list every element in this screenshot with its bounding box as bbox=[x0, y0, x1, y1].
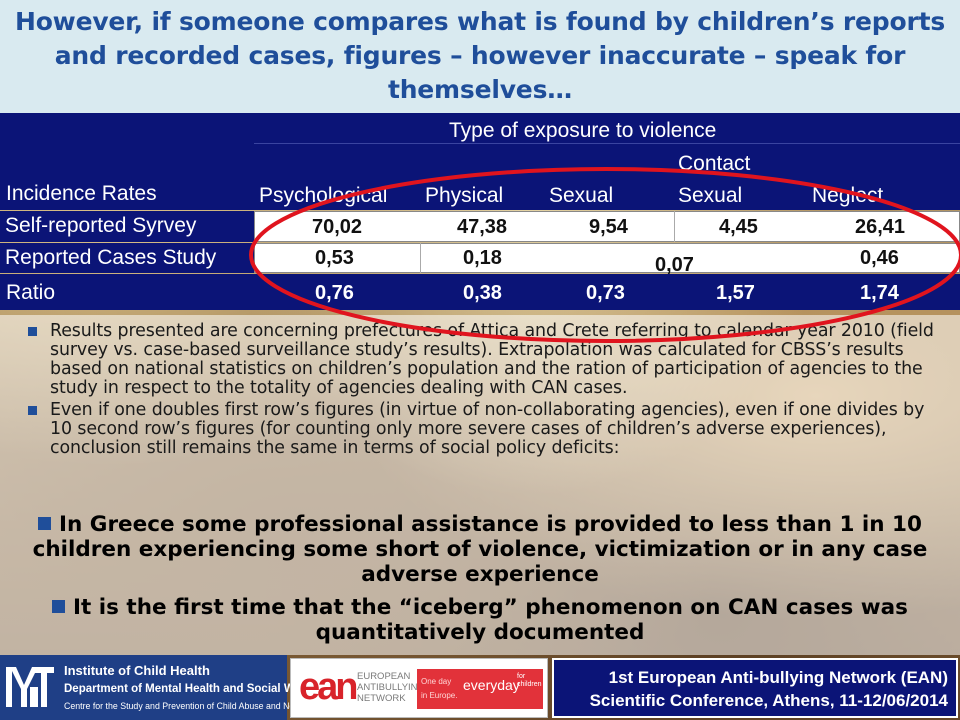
value-cell: 70,02 bbox=[312, 216, 363, 238]
bullet-square-icon bbox=[28, 327, 37, 336]
value-cell: 47,38 bbox=[457, 216, 508, 238]
centre-name: Centre for the Study and Prevention of C… bbox=[64, 701, 313, 711]
bullet-square-icon bbox=[28, 406, 37, 415]
incidence-table: Type of exposure to violence Incidence R… bbox=[0, 113, 960, 313]
department-name: Department of Mental Health and Social W… bbox=[64, 683, 326, 695]
bullet-text: Even if one doubles first row’s figures … bbox=[50, 400, 925, 458]
row-header: Incidence Rates bbox=[6, 182, 157, 205]
value-cell: 0,76 bbox=[315, 282, 354, 304]
value-cell: 0,18 bbox=[463, 247, 502, 269]
ean-text: EUROPEAN ANTIBULLYING NETWORK bbox=[357, 671, 425, 704]
slide-title-banner: However, if someone compares what is fou… bbox=[0, 0, 960, 114]
slogan-every-word: every bbox=[463, 677, 498, 693]
slide-title: However, if someone compares what is fou… bbox=[14, 7, 946, 104]
institute-logo: Institute of Child Health Department of … bbox=[0, 655, 325, 720]
col-contact-line2: Sexual bbox=[678, 184, 743, 207]
bullet-item: Results presented are concerning prefect… bbox=[26, 322, 946, 398]
conference-name: 1st European Anti-bullying Network (EAN) bbox=[608, 668, 948, 687]
row-label-reported-cases: Reported Cases Study bbox=[5, 246, 217, 269]
slogan-in-europe: in Europe. bbox=[421, 691, 458, 700]
group-header: Type of exposure to violence bbox=[449, 119, 717, 142]
conference-details: Scientific Conference, Athens, 11-12/06/… bbox=[589, 691, 948, 710]
bullet-square-icon bbox=[52, 600, 66, 613]
bullet-list: Results presented are concerning prefect… bbox=[26, 322, 946, 461]
slogan-for-children: for children bbox=[517, 673, 542, 688]
row-label-ratio: Ratio bbox=[6, 281, 56, 304]
value-cell: 26,41 bbox=[855, 216, 906, 238]
ean-text-line: NETWORK bbox=[357, 693, 406, 704]
value-cell: 4,45 bbox=[719, 216, 758, 238]
institute-name: Institute of Child Health bbox=[64, 663, 210, 678]
row-label-self-reported: Self-reported Syrvey bbox=[5, 214, 197, 237]
ean-mark: ean bbox=[299, 666, 359, 708]
ean-text-line: EUROPEAN bbox=[357, 671, 411, 682]
footer: Institute of Child Health Department of … bbox=[0, 655, 960, 720]
conclusion-2: It is the first time that the “iceberg” … bbox=[20, 595, 940, 645]
cell-divider bbox=[674, 211, 675, 242]
slogan-day-word: day bbox=[497, 677, 520, 693]
conference-banner: 1st European Anti-bullying Network (EAN)… bbox=[552, 658, 958, 718]
slogan-one-day: One day bbox=[421, 677, 452, 686]
col-psychological: Psychological bbox=[259, 184, 388, 207]
ean-logo: ean EUROPEAN ANTIBULLYING NETWORK One da… bbox=[290, 658, 548, 718]
bullet-item: Even if one doubles first row’s figures … bbox=[26, 401, 946, 458]
col-sexual: Sexual bbox=[549, 184, 614, 207]
value-cell: 1,74 bbox=[860, 282, 899, 304]
value-cell: 0,46 bbox=[860, 247, 899, 269]
row-label-cell bbox=[0, 243, 254, 273]
table-row bbox=[254, 243, 960, 273]
ean-text-line: ANTIBULLYING bbox=[357, 682, 425, 693]
ean-slogan-box: One day everyday for children in Europe. bbox=[417, 669, 543, 709]
conclusion-1: In Greece some professional assistance i… bbox=[20, 512, 940, 587]
header-divider bbox=[254, 143, 960, 144]
value-cell: 0,53 bbox=[315, 247, 354, 269]
iyth-logo-icon bbox=[6, 667, 54, 707]
value-cell: 9,54 bbox=[589, 216, 628, 238]
conclusion-text: In Greece some professional assistance i… bbox=[32, 512, 928, 587]
col-neglect: Neglect bbox=[812, 184, 884, 207]
value-cell: 0,38 bbox=[463, 282, 502, 304]
bullet-square-icon bbox=[38, 517, 52, 530]
value-cell: 0,73 bbox=[586, 282, 625, 304]
value-cell: 1,57 bbox=[716, 282, 755, 304]
text-backdrop bbox=[0, 315, 960, 655]
conclusion-text: It is the first time that the “iceberg” … bbox=[73, 595, 908, 645]
bullet-text: Results presented are concerning prefect… bbox=[50, 321, 934, 398]
row-label-cell bbox=[0, 211, 254, 242]
slogan-every: everyday bbox=[463, 677, 520, 693]
col-contact-line1: Contact bbox=[678, 152, 751, 175]
col-physical: Physical bbox=[425, 184, 504, 207]
cell-divider bbox=[420, 243, 421, 273]
